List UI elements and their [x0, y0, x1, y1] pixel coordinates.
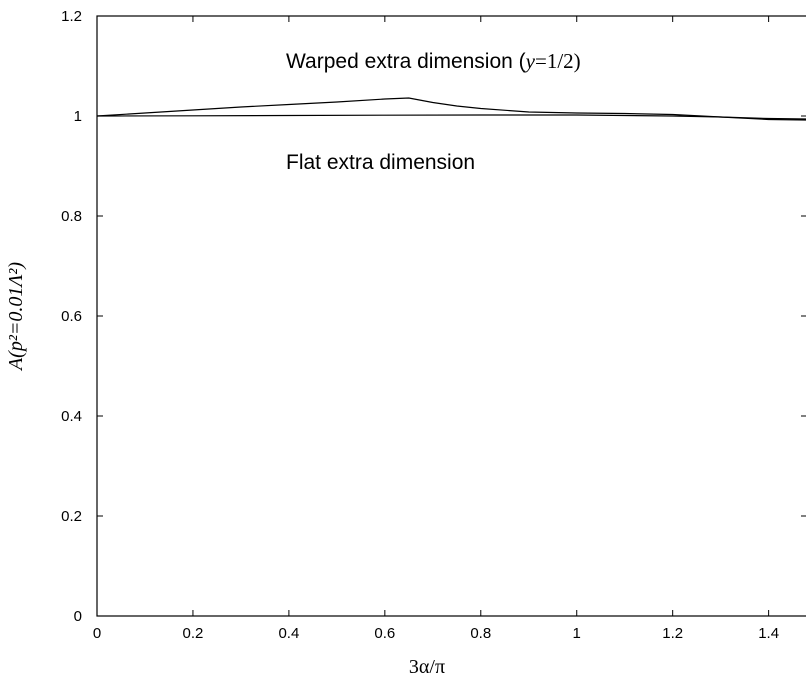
annotation-flat: Flat extra dimension	[286, 151, 475, 174]
series-line-flat	[96, 114, 806, 120]
x-tick-label: 1	[573, 625, 581, 642]
y-tick-label: 0.4	[61, 408, 82, 425]
x-axis-label: 3α/π	[409, 656, 445, 678]
x-tick-label: 0.4	[278, 625, 299, 642]
tick-marks	[96, 15, 806, 617]
x-tick-label: 1.4	[758, 625, 779, 642]
y-tick-label: 0	[74, 608, 82, 625]
x-tick-label: 0	[93, 625, 101, 642]
x-tick-label: 0.8	[470, 625, 491, 642]
series-lines	[96, 97, 806, 121]
plot-frame	[96, 15, 806, 617]
y-tick-label: 0.8	[61, 208, 82, 225]
y-tick-labels: 0 0.2 0.4 0.6 0.8 1 1.2	[61, 8, 82, 625]
x-tick-label: 0.2	[183, 625, 204, 642]
annotation-warped: Warped extra dimension (y=1/2)	[286, 49, 581, 73]
x-tick-labels: 0 0.2 0.4 0.6 0.8 1 1.2 1.4	[93, 625, 779, 642]
series-line-warped	[96, 97, 806, 121]
x-tick-label: 0.6	[374, 625, 395, 642]
y-axis-label: A(p²=0.01Λ²)	[5, 262, 27, 372]
y-tick-label: 1.2	[61, 8, 82, 25]
y-tick-label: 0.2	[61, 508, 82, 525]
x-tick-label: 1.2	[662, 625, 683, 642]
y-tick-label: 1	[74, 108, 82, 125]
y-tick-label: 0.6	[61, 308, 82, 325]
